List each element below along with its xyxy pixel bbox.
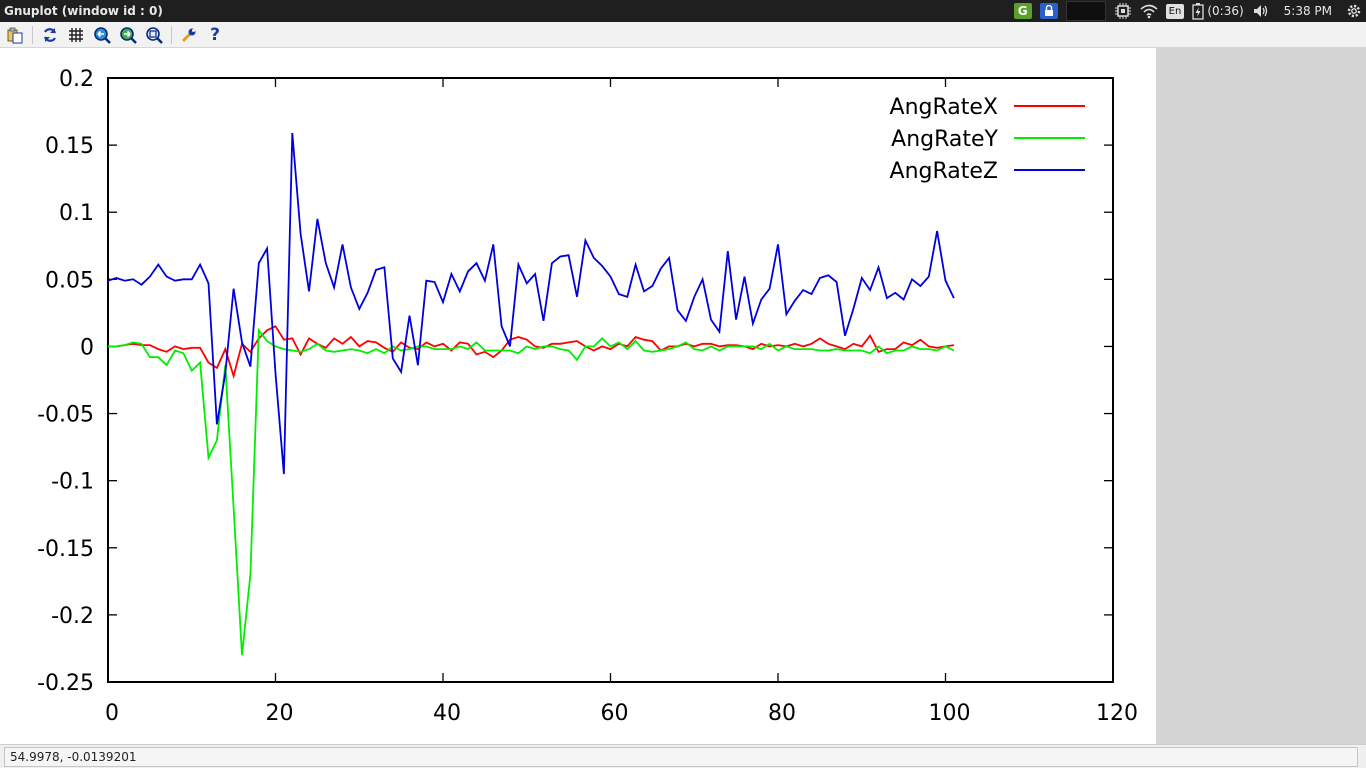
refresh-icon — [43, 27, 57, 42]
unzoom-button[interactable] — [143, 24, 165, 46]
plot-canvas[interactable]: -0.25 -0.2 -0.15 -0.1 -0.05 0 0.05 0.1 0.15 0.2 0 2… — [0, 48, 1156, 744]
series-line-angratex — [108, 325, 955, 380]
toolbar-separator — [171, 25, 172, 44]
x-tick-label: 100 — [929, 701, 971, 726]
y-tick-label: 0.2 — [59, 67, 94, 92]
grid-icon — [69, 27, 83, 42]
series-layer — [107, 132, 955, 656]
tray-lock[interactable] — [1036, 0, 1062, 22]
window-title: Gnuplot (window id : 0) — [4, 4, 163, 18]
tray-system-monitor[interactable] — [1062, 0, 1110, 22]
y-tick-label: 0.05 — [45, 268, 94, 293]
battery-charging-icon — [1192, 3, 1204, 20]
mouse-coordinates: 54.9978, -0.0139201 — [4, 746, 1358, 767]
y-tick-label: -0.15 — [37, 537, 94, 562]
x-tick-label: 60 — [601, 701, 629, 726]
tray-settings[interactable] — [1342, 0, 1366, 22]
system-monitor-graph-icon — [1065, 1, 1106, 21]
help-icon: ? — [210, 24, 220, 45]
battery-time: (0:36) — [1207, 4, 1244, 18]
status-bar: 54.9978, -0.0139201 — [0, 744, 1366, 768]
lock-icon — [1039, 3, 1058, 19]
zoom-next-icon — [120, 26, 137, 44]
y-tick-label: 0.15 — [45, 134, 94, 159]
tray-language[interactable]: En — [1162, 0, 1189, 22]
tray-battery[interactable]: (0:36) — [1188, 0, 1247, 22]
series-line-angratez — [107, 132, 955, 475]
tray-volume[interactable] — [1248, 0, 1274, 22]
y-tick-label: -0.05 — [37, 403, 94, 428]
window-titlebar: Gnuplot (window id : 0) G — [0, 0, 1366, 22]
cpu-icon — [1114, 3, 1131, 19]
zoom-previous-button[interactable] — [91, 24, 113, 46]
y-tick-label: 0.1 — [59, 201, 94, 226]
unused-canvas-area — [1156, 48, 1366, 744]
configure-button[interactable] — [178, 24, 200, 46]
gnuplot-toolbar: ? — [0, 22, 1366, 48]
wifi-icon — [1140, 4, 1158, 19]
tray-wifi[interactable] — [1136, 0, 1162, 22]
g-app-icon: G — [1013, 3, 1032, 19]
volume-icon — [1253, 5, 1267, 17]
zoom-previous-icon — [94, 26, 111, 44]
system-tray: G — [1010, 0, 1366, 22]
clipboard-copy-icon — [7, 27, 23, 43]
toolbar-separator — [32, 25, 33, 44]
tray-g-app[interactable]: G — [1010, 0, 1036, 22]
clock-time: 5:38 PM — [1283, 4, 1332, 18]
legend: AngRateX AngRateY AngRateZ — [890, 95, 1085, 184]
zoom-next-button[interactable] — [117, 24, 139, 46]
gear-icon — [1347, 4, 1361, 18]
y-tick-label: -0.25 — [37, 671, 94, 696]
tray-cpu[interactable] — [1110, 0, 1136, 22]
legend-label-angratex: AngRateX — [890, 95, 998, 120]
wrench-icon — [181, 28, 196, 42]
x-tick-label: 40 — [433, 701, 461, 726]
language-indicator: En — [1165, 3, 1185, 19]
axes-layer: -0.25 -0.2 -0.15 -0.1 -0.05 0 0.05 0.1 0.15 0.2 0 2… — [37, 67, 1138, 726]
x-tick-label: 80 — [768, 701, 796, 726]
x-tick-label: 120 — [1096, 701, 1138, 726]
x-tick-label: 0 — [105, 701, 119, 726]
x-tick-label: 20 — [266, 701, 294, 726]
line-chart[interactable]: -0.25 -0.2 -0.15 -0.1 -0.05 0 0.05 0.1 0.15 0.2 0 2… — [0, 48, 1156, 744]
y-tick-label: -0.2 — [51, 604, 94, 629]
unzoom-icon — [146, 26, 163, 44]
tray-clock[interactable]: 5:38 PM — [1274, 0, 1342, 22]
y-tick-label: -0.1 — [51, 470, 94, 495]
legend-label-angratey: AngRateY — [891, 127, 998, 152]
legend-label-angratez: AngRateZ — [890, 159, 998, 184]
help-button[interactable]: ? — [204, 24, 226, 46]
copy-to-clipboard-button[interactable] — [4, 24, 26, 46]
y-tick-label: 0 — [80, 335, 94, 360]
replot-button[interactable] — [39, 24, 61, 46]
toggle-grid-button[interactable] — [65, 24, 87, 46]
series-line-angratey — [108, 327, 955, 656]
